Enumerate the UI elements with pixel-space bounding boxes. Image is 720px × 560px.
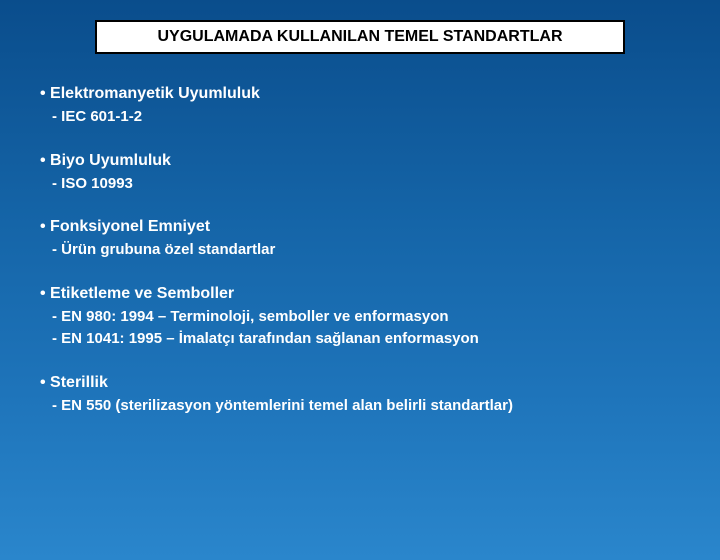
group-3: • Etiketleme ve Semboller - EN 980: 1994… (40, 282, 680, 351)
group-heading: • Biyo Uyumluluk (40, 149, 680, 173)
group-4: • Sterillik - EN 550 (sterilizasyon yönt… (40, 371, 680, 418)
group-heading: • Elektromanyetik Uyumluluk (40, 82, 680, 106)
group-heading: • Etiketleme ve Semboller (40, 282, 680, 306)
group-sub: - EN 1041: 1995 – İmalatçı tarafından sa… (40, 328, 680, 351)
group-sub: - EN 550 (sterilizasyon yöntemlerini tem… (40, 395, 680, 418)
content-area: • Elektromanyetik Uyumluluk - IEC 601-1-… (0, 54, 720, 417)
group-sub: - EN 980: 1994 – Terminoloji, semboller … (40, 306, 680, 329)
group-2: • Fonksiyonel Emniyet - Ürün grubuna öze… (40, 215, 680, 262)
title-box: UYGULAMADA KULLANILAN TEMEL STANDARTLAR (95, 20, 625, 54)
group-heading: • Sterillik (40, 371, 680, 395)
group-1: • Biyo Uyumluluk - ISO 10993 (40, 149, 680, 196)
group-sub: - Ürün grubuna özel standartlar (40, 239, 680, 262)
group-sub: - ISO 10993 (40, 173, 680, 196)
slide-title: UYGULAMADA KULLANILAN TEMEL STANDARTLAR (158, 28, 563, 45)
group-0: • Elektromanyetik Uyumluluk - IEC 601-1-… (40, 82, 680, 129)
group-sub: - IEC 601-1-2 (40, 106, 680, 129)
group-heading: • Fonksiyonel Emniyet (40, 215, 680, 239)
